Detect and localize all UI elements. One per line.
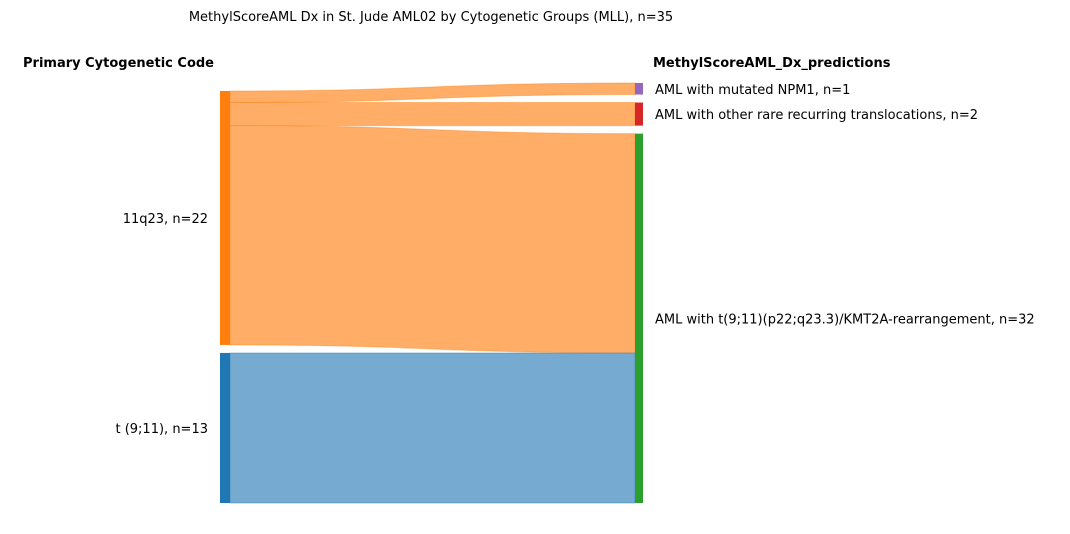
source-node-t911 [220, 352, 230, 503]
source-label-11q23: 11q23, n=22 [123, 212, 208, 227]
flow-layer [229, 82, 636, 504]
target-node-rare [635, 102, 643, 126]
right-axis-header: MethylScoreAML_Dx_predictions [653, 56, 891, 71]
target-label-rare: AML with other rare recurring translocat… [655, 108, 978, 123]
target-label-npm1: AML with mutated NPM1, n=1 [655, 83, 850, 98]
source-node-11q23 [220, 91, 230, 345]
flow-11q23-to-npm1 [229, 82, 636, 104]
node-layer [220, 83, 643, 503]
target-node-kmt2a [635, 133, 643, 503]
target-node-npm1 [635, 83, 643, 95]
flow-t911-to-kmt2a [229, 352, 636, 504]
flow-11q23-to-rare [229, 102, 636, 127]
source-label-t911: t (9;11), n=13 [115, 422, 208, 437]
target-label-kmt2a: AML with t(9;11)(p22;q23.3)/KMT2A-rearra… [655, 312, 1035, 327]
chart-title: MethylScoreAML Dx in St. Jude AML02 by C… [189, 10, 673, 25]
label-layer: 11q23, n=22 t (9;11), n=13 AML with mutate… [115, 83, 1034, 437]
left-axis-header: Primary Cytogenetic Code [23, 56, 214, 71]
flow-11q23-to-kmt2a [229, 125, 636, 354]
